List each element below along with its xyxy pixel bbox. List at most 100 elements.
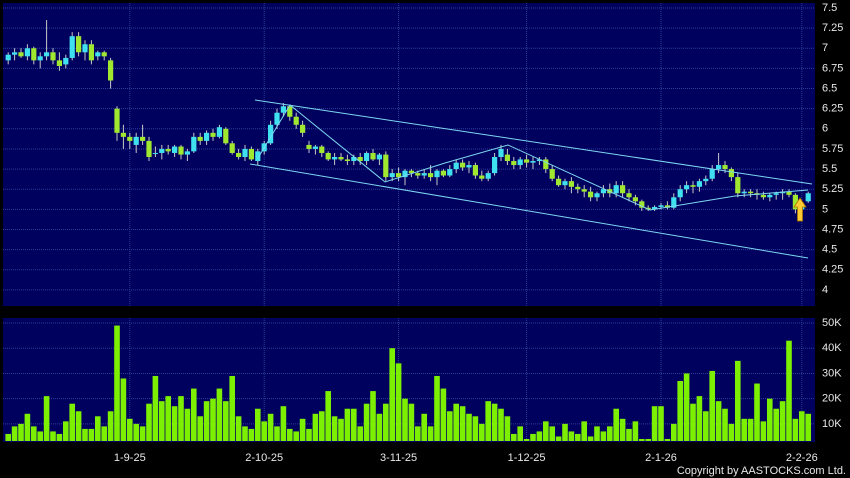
y-tick-label: 20K bbox=[822, 393, 842, 405]
volume-bar bbox=[363, 403, 370, 441]
volume-bar bbox=[114, 325, 120, 441]
candle-body bbox=[274, 112, 280, 125]
volume-bar bbox=[658, 406, 664, 441]
volume-bar bbox=[344, 408, 351, 441]
candle-body bbox=[440, 170, 446, 176]
volume-bar bbox=[88, 428, 95, 441]
volume-bar bbox=[683, 373, 690, 441]
candle-body bbox=[364, 152, 370, 162]
candle-body bbox=[114, 108, 120, 133]
volume-bar bbox=[306, 428, 312, 441]
volume-bar bbox=[664, 438, 671, 441]
volume-bar bbox=[120, 378, 127, 441]
candle-body bbox=[543, 159, 549, 170]
volume-bar bbox=[255, 408, 261, 441]
candle-body bbox=[383, 154, 389, 178]
candle-body bbox=[716, 165, 722, 170]
volume-bar bbox=[619, 418, 626, 441]
volume-bar bbox=[319, 411, 325, 441]
y-tick-label: 6.75 bbox=[822, 62, 843, 74]
volume-bar bbox=[178, 396, 184, 441]
candle-body bbox=[575, 186, 581, 190]
volume-bar bbox=[517, 426, 523, 441]
volume-bar bbox=[735, 360, 741, 441]
volume-bar bbox=[728, 423, 735, 441]
candle-body bbox=[492, 157, 498, 174]
candle-body bbox=[447, 169, 453, 176]
candle-body bbox=[223, 128, 229, 144]
candle-body bbox=[120, 132, 126, 137]
candle-body bbox=[88, 44, 94, 61]
candle-body bbox=[101, 52, 107, 57]
y-tick-label: 5.75 bbox=[822, 143, 843, 155]
volume-bar bbox=[56, 433, 63, 441]
volume-bar bbox=[312, 413, 319, 441]
volume-bar bbox=[523, 438, 530, 441]
candle-body bbox=[594, 193, 600, 198]
volume-bar bbox=[575, 433, 581, 441]
candle-body bbox=[197, 136, 203, 141]
candle-body bbox=[159, 148, 165, 153]
volume-bar bbox=[639, 438, 645, 441]
candle-body bbox=[165, 148, 171, 152]
candle-body bbox=[344, 159, 350, 162]
volume-bar bbox=[223, 401, 229, 441]
volume-bar bbox=[703, 411, 709, 441]
candle-body bbox=[735, 177, 741, 194]
volume-bar bbox=[395, 363, 402, 441]
arrow-icon bbox=[793, 197, 807, 222]
volume-bar bbox=[754, 383, 760, 441]
candle-body bbox=[31, 48, 37, 61]
candle-body bbox=[146, 140, 152, 157]
candle-body bbox=[421, 173, 427, 176]
volume-bar bbox=[715, 401, 722, 441]
volume-bar bbox=[645, 438, 651, 441]
y-tick-label: 7 bbox=[822, 42, 828, 54]
candle-body bbox=[690, 185, 696, 187]
trend-lines bbox=[249, 99, 813, 259]
candle-body bbox=[268, 124, 274, 144]
candle-body bbox=[620, 185, 626, 194]
volume-bar bbox=[139, 426, 146, 441]
volume-bar bbox=[491, 403, 498, 441]
candle-body bbox=[76, 36, 82, 53]
volume-bar bbox=[37, 431, 43, 441]
volume-bar bbox=[107, 411, 114, 441]
price-panel bbox=[3, 3, 815, 306]
candle-body bbox=[242, 148, 248, 157]
volume-bar bbox=[146, 403, 152, 441]
volume-bar bbox=[261, 421, 267, 441]
candle-body bbox=[204, 132, 210, 141]
candle-body bbox=[562, 181, 568, 186]
volume-bar bbox=[408, 403, 415, 441]
candle-body bbox=[677, 189, 683, 198]
candle-body bbox=[498, 148, 504, 157]
volume-bar bbox=[440, 388, 447, 441]
candle-body bbox=[287, 106, 293, 117]
volume-bar bbox=[24, 413, 31, 441]
volume-bar bbox=[543, 421, 549, 441]
candle-body bbox=[351, 157, 357, 162]
volume-bar bbox=[95, 416, 101, 441]
candle-body bbox=[428, 173, 434, 178]
volume-bar bbox=[472, 416, 479, 441]
candle-body bbox=[69, 36, 75, 58]
candle-body bbox=[652, 206, 658, 210]
candle-body bbox=[581, 189, 587, 192]
volume-bar bbox=[216, 388, 223, 441]
candle-body bbox=[140, 136, 146, 141]
candle-body bbox=[773, 193, 779, 195]
candle-body bbox=[248, 148, 254, 160]
candle-body bbox=[632, 197, 638, 202]
candle-body bbox=[229, 143, 235, 153]
candle-body bbox=[479, 175, 485, 179]
volume-bar bbox=[786, 340, 792, 441]
volume-bar bbox=[293, 431, 299, 441]
x-tick-label: 2-10-25 bbox=[245, 452, 283, 464]
candle-body bbox=[568, 181, 574, 187]
candle-body bbox=[63, 57, 69, 65]
candle-body bbox=[300, 124, 306, 133]
candle-body bbox=[792, 194, 798, 210]
candle-body bbox=[306, 144, 312, 149]
candle-body bbox=[472, 165, 478, 176]
